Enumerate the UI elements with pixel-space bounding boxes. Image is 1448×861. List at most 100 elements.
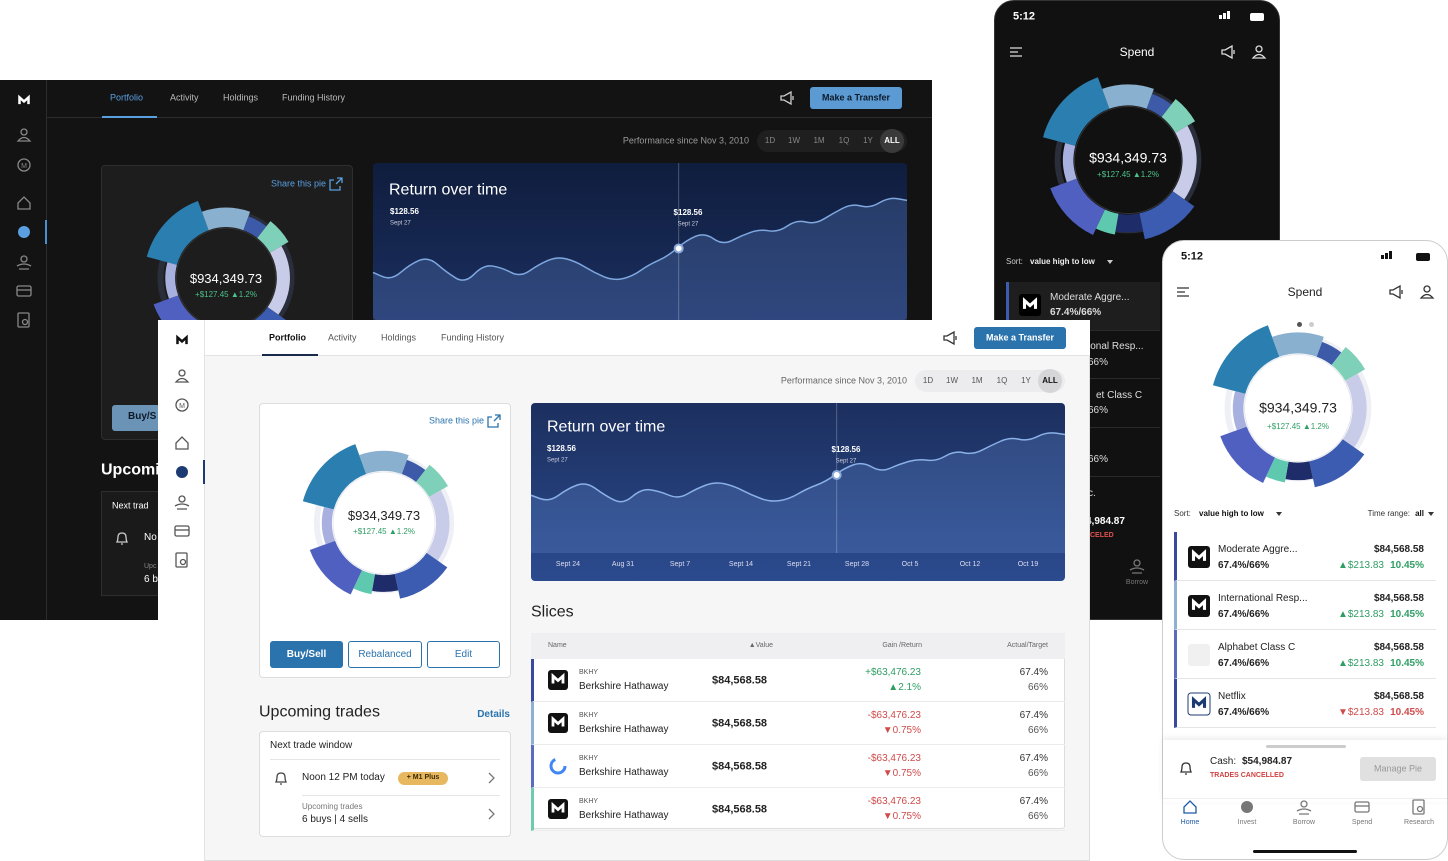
nav-tab[interactable]: Portfolio xyxy=(269,332,306,343)
row xyxy=(531,659,1065,702)
home-icon xyxy=(175,436,189,450)
badge xyxy=(398,772,448,785)
range-button[interactable]: 1M xyxy=(813,136,825,146)
range-button[interactable]: 1W xyxy=(946,376,958,386)
donut-segment xyxy=(1146,93,1172,118)
range-button[interactable]: ALL xyxy=(1042,376,1058,386)
donut-segment xyxy=(1161,98,1196,133)
button[interactable] xyxy=(974,327,1066,349)
button[interactable] xyxy=(810,87,902,109)
row[interactable] xyxy=(1174,581,1436,630)
link[interactable]: Details xyxy=(477,709,510,720)
range-button[interactable]: 1Q xyxy=(996,376,1008,386)
range-active xyxy=(880,129,904,153)
tab[interactable]: Borrow xyxy=(1125,578,1149,586)
label: Alphabet Class C xyxy=(1218,642,1296,653)
row[interactable] xyxy=(1174,532,1436,581)
range-button[interactable]: 1W xyxy=(788,136,800,146)
range-button[interactable]: 1Y xyxy=(863,136,873,146)
range-button[interactable]: 1M xyxy=(971,376,983,386)
label: $84,568.58 xyxy=(712,760,768,773)
handle xyxy=(1266,745,1346,748)
label: 66% xyxy=(1027,811,1048,822)
shape xyxy=(488,808,495,820)
button-label: Manage Pie xyxy=(1373,763,1423,774)
divider xyxy=(302,795,500,796)
card-icon xyxy=(174,525,190,537)
donut-segment xyxy=(1309,439,1365,488)
button[interactable] xyxy=(348,641,422,668)
row[interactable] xyxy=(1174,679,1436,728)
button[interactable] xyxy=(270,641,343,668)
label: -$63,476.23 xyxy=(867,710,921,721)
row[interactable] xyxy=(1174,630,1436,679)
range-button[interactable]: 1Q xyxy=(838,136,850,146)
shape xyxy=(175,436,189,450)
borrow-icon xyxy=(174,495,190,510)
link[interactable]: Share this pie xyxy=(428,415,484,426)
range-button[interactable]: 1D xyxy=(922,376,934,386)
tab[interactable]: Research xyxy=(1404,818,1434,826)
label: +$127.45 ▲1.2% xyxy=(353,527,415,537)
label: -$63,476.23 xyxy=(867,796,921,807)
shape xyxy=(174,377,190,383)
logo xyxy=(1019,294,1041,316)
label: Time range: xyxy=(1367,509,1410,519)
tab[interactable]: Home xyxy=(1180,818,1200,826)
nav-tab[interactable]: Holdings xyxy=(381,332,417,343)
range-button[interactable]: 1D xyxy=(764,136,776,146)
nav-tab[interactable]: Funding History xyxy=(282,92,346,103)
nav-tab[interactable]: Activity xyxy=(170,92,199,103)
donut-segment xyxy=(1266,457,1289,483)
label: 67.4%/66% xyxy=(1050,307,1102,318)
range-button[interactable]: ALL xyxy=(884,136,900,146)
status-icon xyxy=(1381,251,1392,259)
label: 5:12 xyxy=(1181,250,1204,263)
button[interactable] xyxy=(1360,757,1436,781)
row xyxy=(531,745,1065,788)
range-button[interactable]: 1Y xyxy=(1021,376,1031,386)
donut-segment xyxy=(1342,373,1367,448)
page-dot xyxy=(1297,322,1302,327)
shape xyxy=(20,128,28,136)
label: $128.56 xyxy=(831,445,861,455)
donut-segment xyxy=(321,506,336,545)
link[interactable]: Share this pie xyxy=(270,178,326,189)
label: BKHY xyxy=(579,668,599,676)
bell-icon xyxy=(274,772,288,785)
logo xyxy=(1188,546,1210,568)
donut-segment xyxy=(1102,84,1154,109)
label: -$63,476.23 xyxy=(867,753,921,764)
column-header[interactable]: ▲Value xyxy=(748,641,773,649)
label: c. xyxy=(1088,488,1096,499)
sidebar xyxy=(0,80,47,620)
area-chart xyxy=(530,403,1066,553)
button[interactable] xyxy=(112,405,160,431)
label: Berkshire Hathaway xyxy=(579,724,669,735)
label: 6 buys | 4 sells xyxy=(302,814,368,825)
donut-segment xyxy=(1232,391,1247,431)
nav-tab[interactable]: Funding History xyxy=(441,332,505,343)
button[interactable] xyxy=(427,641,500,668)
nav-tab[interactable]: Portfolio xyxy=(110,92,144,103)
tab[interactable]: Invest xyxy=(1237,818,1257,826)
nav-tab[interactable]: Activity xyxy=(328,332,357,343)
shape xyxy=(179,558,187,566)
label: ▼0.75% xyxy=(882,768,921,779)
tab[interactable]: Borrow xyxy=(1292,818,1316,826)
doc-icon xyxy=(1412,799,1425,815)
donut-segment xyxy=(302,444,367,510)
label: Noon 12 PM today xyxy=(302,772,385,783)
label: Upc xyxy=(144,562,157,570)
mega-icon xyxy=(780,90,794,106)
nav-tab[interactable]: Holdings xyxy=(223,92,259,103)
x-label: Sept 14 xyxy=(728,560,754,568)
shape xyxy=(1177,287,1189,297)
donut-center xyxy=(332,471,436,575)
donut-segment xyxy=(401,459,426,482)
shape xyxy=(1389,251,1392,259)
borrow-icon xyxy=(16,255,32,270)
tab[interactable]: Spend xyxy=(1351,818,1373,826)
divider xyxy=(47,117,932,118)
x-label: Sept 28 xyxy=(844,560,870,568)
